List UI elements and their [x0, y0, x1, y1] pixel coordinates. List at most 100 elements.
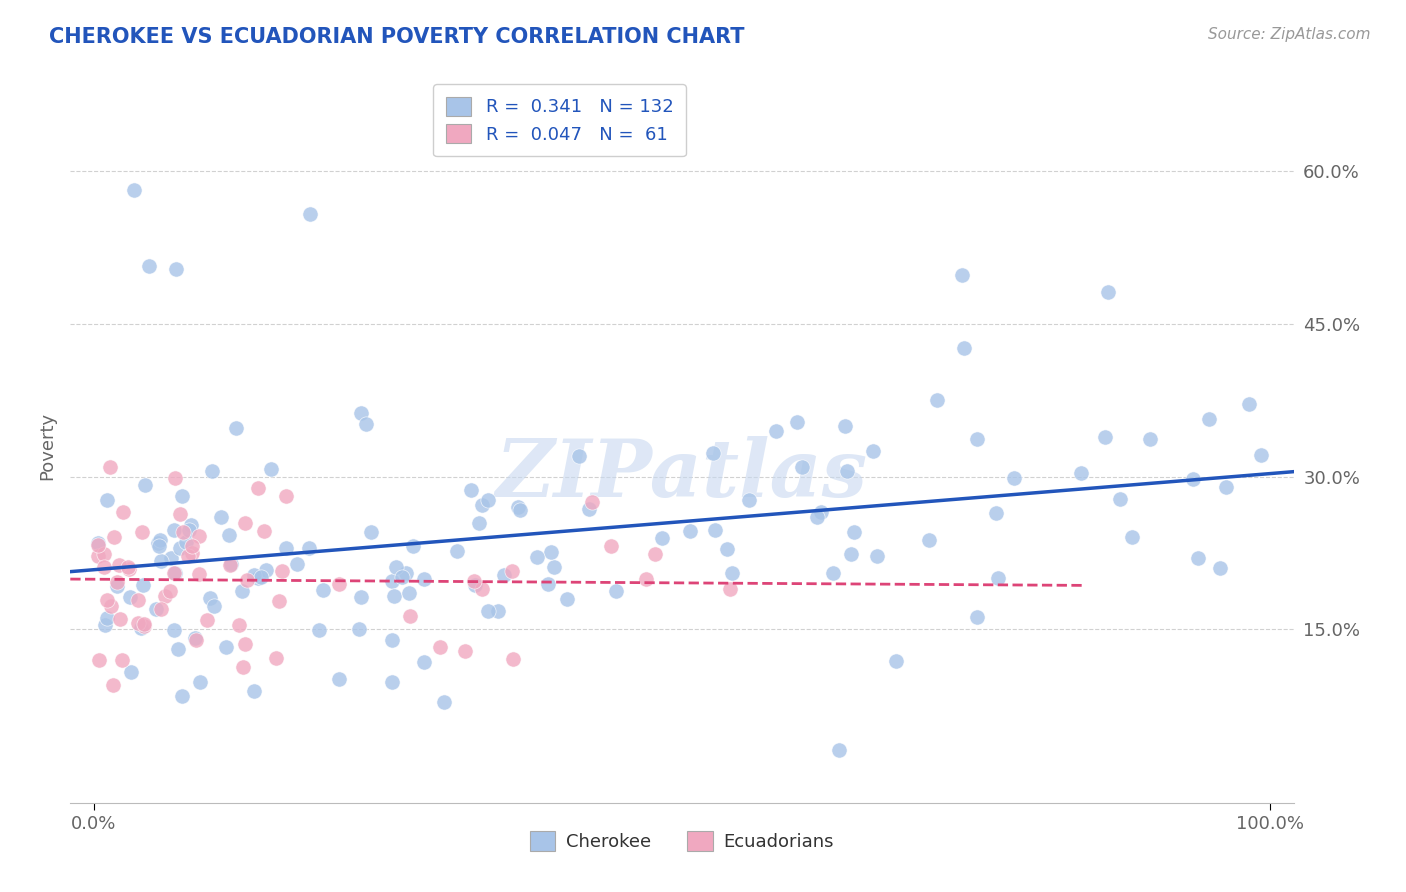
Point — [702, 446, 724, 460]
Point — [1215, 480, 1237, 494]
Point — [1097, 285, 1119, 299]
Point — [471, 498, 494, 512]
Point — [828, 743, 851, 757]
Point — [834, 419, 856, 434]
Point — [398, 586, 420, 600]
Point — [537, 577, 560, 591]
Point — [215, 640, 238, 654]
Point — [821, 566, 844, 580]
Point — [247, 570, 270, 584]
Point — [165, 262, 187, 277]
Point — [232, 659, 254, 673]
Point — [446, 544, 468, 558]
Point — [477, 492, 499, 507]
Point — [287, 557, 309, 571]
Point — [806, 510, 828, 524]
Point — [243, 568, 266, 582]
Point — [679, 524, 702, 538]
Point — [651, 532, 673, 546]
Point — [792, 460, 814, 475]
Point — [1187, 551, 1209, 566]
Point — [172, 525, 194, 540]
Point — [177, 549, 200, 563]
Point — [526, 549, 548, 564]
Point — [150, 554, 173, 568]
Point — [384, 589, 406, 603]
Point — [950, 268, 973, 282]
Point — [96, 593, 118, 607]
Point — [381, 632, 404, 647]
Point — [188, 674, 211, 689]
Point — [188, 567, 211, 582]
Point — [87, 536, 110, 550]
Point — [842, 525, 865, 540]
Point — [181, 546, 204, 560]
Point — [231, 583, 253, 598]
Point — [765, 424, 787, 438]
Point — [233, 637, 256, 651]
Point — [267, 594, 290, 608]
Legend: Cherokee, Ecuadorians: Cherokee, Ecuadorians — [523, 823, 841, 858]
Point — [195, 614, 218, 628]
Point — [129, 621, 152, 635]
Point — [93, 547, 115, 561]
Point — [163, 566, 186, 581]
Point — [299, 207, 322, 221]
Point — [159, 584, 181, 599]
Point — [721, 566, 744, 580]
Point — [177, 524, 200, 538]
Point — [121, 665, 143, 680]
Point — [101, 677, 124, 691]
Point — [925, 392, 948, 407]
Point — [581, 495, 603, 509]
Point — [786, 415, 808, 429]
Point — [163, 523, 186, 537]
Point — [96, 493, 118, 508]
Point — [211, 510, 233, 524]
Point — [486, 604, 509, 618]
Point — [118, 590, 141, 604]
Point — [494, 567, 516, 582]
Point — [169, 507, 191, 521]
Point — [138, 259, 160, 273]
Point — [98, 460, 121, 475]
Point — [953, 341, 976, 355]
Point — [260, 461, 283, 475]
Point — [839, 547, 862, 561]
Point — [250, 570, 273, 584]
Point — [201, 464, 224, 478]
Point — [108, 612, 131, 626]
Point — [163, 566, 186, 581]
Point — [718, 582, 741, 596]
Point — [810, 505, 832, 519]
Point — [381, 674, 404, 689]
Point — [502, 651, 524, 665]
Point — [127, 615, 149, 630]
Point — [198, 591, 221, 605]
Point — [107, 558, 129, 572]
Text: CHEROKEE VS ECUADORIAN POVERTY CORRELATION CHART: CHEROKEE VS ECUADORIAN POVERTY CORRELATI… — [49, 27, 745, 46]
Point — [202, 599, 225, 614]
Point — [1139, 432, 1161, 446]
Point — [966, 432, 988, 446]
Point — [169, 541, 191, 555]
Point — [360, 525, 382, 540]
Point — [918, 533, 941, 548]
Point — [540, 545, 562, 559]
Point — [1208, 560, 1230, 574]
Point — [184, 632, 207, 646]
Point — [1198, 412, 1220, 426]
Point — [391, 570, 413, 584]
Point — [509, 503, 531, 517]
Point — [145, 602, 167, 616]
Point — [274, 541, 297, 555]
Point — [105, 574, 128, 589]
Point — [180, 518, 202, 533]
Point — [398, 608, 420, 623]
Point — [1182, 472, 1205, 486]
Point — [454, 643, 477, 657]
Point — [160, 551, 183, 566]
Point — [464, 578, 486, 592]
Point — [599, 540, 621, 554]
Point — [87, 653, 110, 667]
